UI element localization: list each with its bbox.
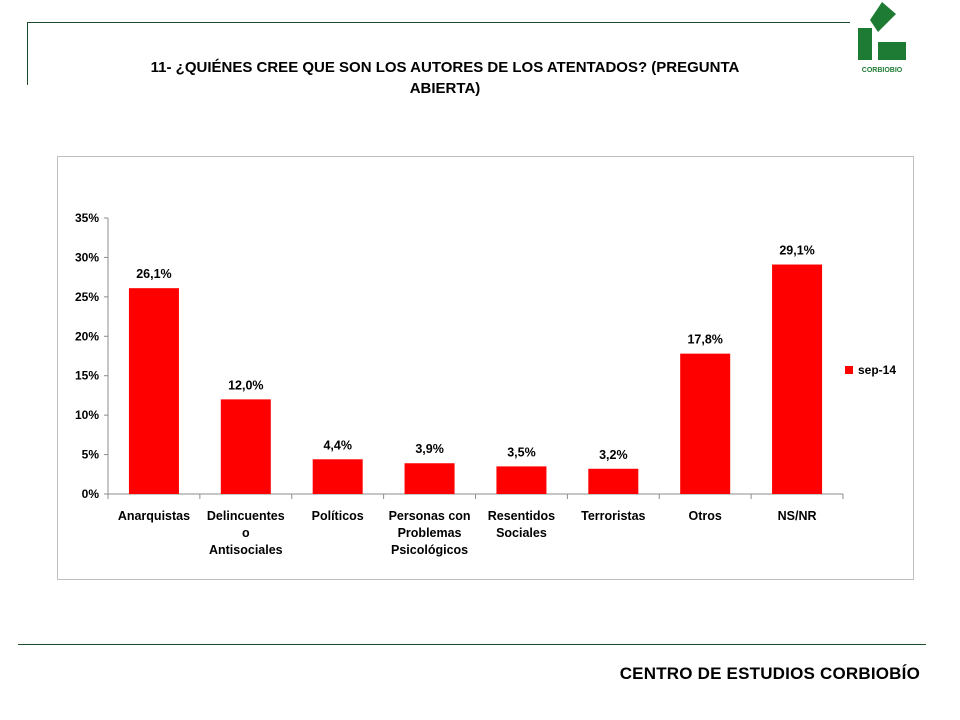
y-tick-label: 25% bbox=[75, 290, 99, 304]
chart-axes: 0% 5% 10% 15% 20% 25% 30% 35% Anarquistas Delincu… bbox=[75, 211, 844, 557]
chart-container: 0% 5% 10% 15% 20% 25% 30% 35% Anarquistas Delincu… bbox=[57, 156, 914, 580]
data-label: 3,5% bbox=[507, 445, 536, 459]
y-tick-label: 35% bbox=[75, 211, 99, 225]
logo-mark-top bbox=[870, 2, 896, 32]
bar bbox=[588, 468, 639, 494]
slide-title-line1: 11- ¿QUIÉNES CREE QUE SON LOS AUTORES DE… bbox=[150, 59, 740, 76]
y-tick-label: 20% bbox=[75, 329, 99, 343]
chart-legend: sep-14 bbox=[845, 363, 896, 377]
footer-org-name: CENTRO DE ESTUDIOS CORBIOBÍO bbox=[619, 664, 920, 683]
bar bbox=[312, 459, 363, 494]
header-frame-top bbox=[27, 22, 850, 23]
data-label: 3,9% bbox=[415, 442, 444, 456]
y-tick-label: 30% bbox=[75, 250, 99, 264]
logo-mark-right bbox=[878, 42, 906, 60]
y-tick-label: 0% bbox=[82, 487, 100, 501]
bar bbox=[680, 353, 731, 494]
x-tick-label: NS/NR bbox=[778, 509, 817, 523]
data-label: 12,0% bbox=[228, 378, 263, 392]
bar bbox=[220, 399, 271, 494]
bar-chart: 0% 5% 10% 15% 20% 25% 30% 35% Anarquistas Delincu… bbox=[75, 211, 896, 557]
data-label: 17,8% bbox=[687, 333, 722, 347]
chart-bars: 26,1% 12,0% 4,4% 3,9% 3,5% 3,2% 17,8% 29,1% bbox=[128, 244, 823, 494]
slide-title-line2: ABIERTA) bbox=[409, 80, 481, 97]
y-tick-label: 15% bbox=[75, 369, 99, 383]
x-tick-label: Terroristas bbox=[581, 509, 645, 523]
logo-mark-left bbox=[858, 28, 872, 60]
corbiobio-logo: CORBIOBIO bbox=[852, 2, 912, 78]
data-label: 4,4% bbox=[323, 438, 352, 452]
bar bbox=[496, 466, 547, 494]
footer-divider bbox=[18, 644, 926, 645]
logo-text: CORBIOBIO bbox=[862, 67, 903, 74]
data-label: 3,2% bbox=[599, 448, 628, 462]
bar bbox=[772, 264, 823, 494]
y-tick-label: 5% bbox=[82, 448, 100, 462]
x-tick-label: Anarquistas bbox=[118, 509, 190, 523]
x-tick-label: Políticos bbox=[312, 509, 364, 523]
slide-title: 11- ¿QUIÉNES CREE QUE SON LOS AUTORES DE… bbox=[60, 57, 830, 99]
bar bbox=[128, 288, 179, 494]
data-label: 29,1% bbox=[779, 244, 814, 258]
x-tick-label: Delincuentes o Antisociales bbox=[207, 509, 285, 557]
data-label: 26,1% bbox=[136, 267, 171, 281]
x-tick-label: Personas con Problemas Psicológicos bbox=[389, 509, 471, 557]
y-tick-label: 10% bbox=[75, 408, 99, 422]
bar bbox=[404, 463, 455, 494]
legend-swatch bbox=[845, 366, 853, 374]
legend-label: sep-14 bbox=[858, 363, 896, 377]
header-frame-left bbox=[27, 22, 28, 85]
x-tick-label: Otros bbox=[689, 509, 722, 523]
x-tick-label: Resentidos Sociales bbox=[488, 509, 555, 540]
